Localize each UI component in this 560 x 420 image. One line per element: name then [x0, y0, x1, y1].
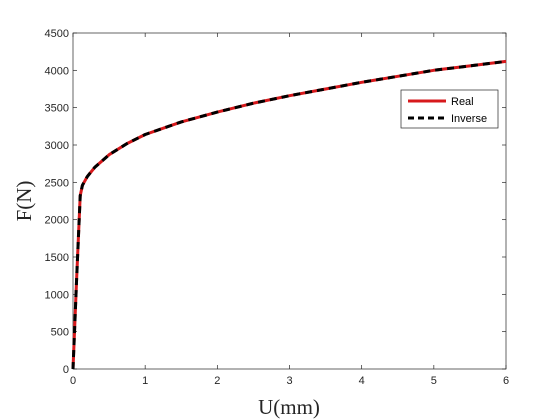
- y-tick-label-7: 3500: [45, 103, 69, 115]
- y-tick-label-9: 4500: [45, 28, 69, 40]
- y-tick-label-5: 2500: [45, 177, 69, 189]
- y-tick-label-2: 1000: [45, 289, 69, 301]
- y-tick-label-0: 0: [63, 364, 69, 376]
- legend-inverse-label: Inverse: [451, 113, 487, 125]
- y-tick-label-8: 4000: [45, 65, 69, 77]
- plot-area: [72, 32, 507, 370]
- legend: Real Inverse: [400, 89, 499, 129]
- y-tick-label-6: 3000: [45, 140, 69, 152]
- y-tick-label-1: 500: [51, 327, 69, 339]
- series-lines: [71, 59, 507, 370]
- x-tick-label-3: 3: [286, 375, 292, 387]
- x-tick-label-1: 1: [142, 375, 148, 387]
- y-axis-label: F(N): [12, 181, 36, 222]
- legend-box: [400, 89, 499, 129]
- y-tick-label-3: 1500: [45, 252, 69, 264]
- x-tick-label-5: 5: [431, 375, 437, 387]
- x-tick-label-0: 0: [70, 375, 76, 387]
- x-tick-label-6: 6: [503, 375, 509, 387]
- plot-frame: [72, 32, 507, 370]
- series-line-inverse: [71, 59, 507, 370]
- legend-real-label: Real: [451, 96, 474, 108]
- x-tick-label-2: 2: [214, 375, 220, 387]
- y-tick-label-4: 2000: [45, 215, 69, 227]
- x-axis-label: U(mm): [258, 395, 320, 419]
- x-tick-label-4: 4: [359, 375, 365, 387]
